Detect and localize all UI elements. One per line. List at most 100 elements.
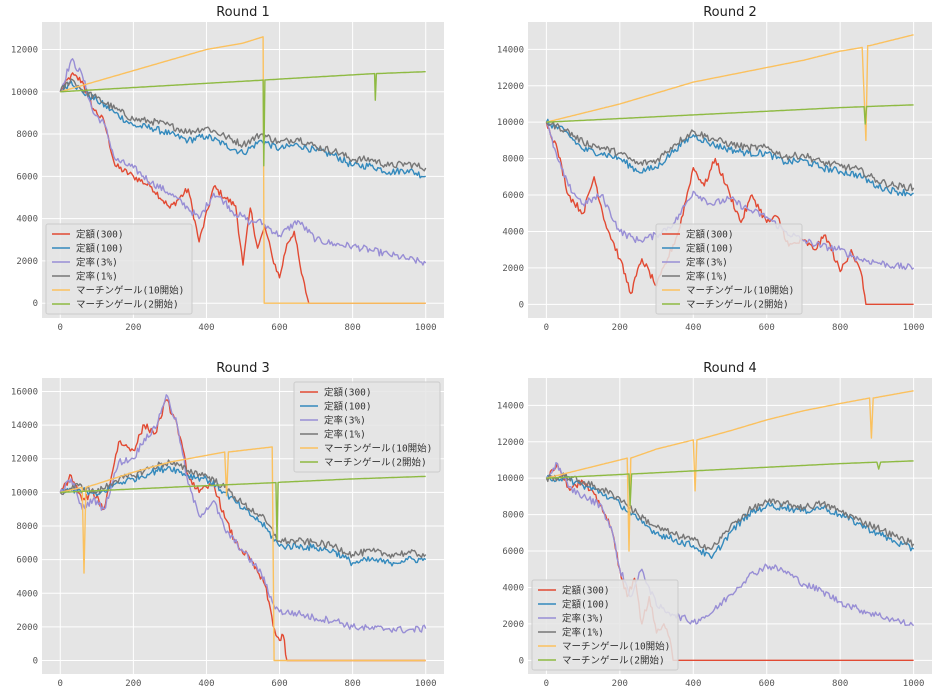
y-tick-label: 2000 bbox=[502, 620, 524, 630]
series-line-5 bbox=[60, 36, 426, 304]
legend-label: 定額(100) bbox=[562, 599, 610, 611]
series-line-4 bbox=[545, 472, 915, 551]
y-tick-label: 4000 bbox=[502, 227, 524, 237]
y-tick-label: 2000 bbox=[16, 257, 38, 267]
x-tick-label: 800 bbox=[832, 323, 848, 333]
x-tick-label: 200 bbox=[612, 323, 628, 333]
legend-label: 定率(1%) bbox=[324, 429, 366, 441]
y-tick-label: 8000 bbox=[16, 130, 38, 140]
series-line-3 bbox=[545, 121, 915, 271]
legend-label: 定率(3%) bbox=[76, 257, 118, 269]
x-tick-label: 600 bbox=[759, 323, 775, 333]
y-tick-label: 2000 bbox=[502, 264, 524, 274]
legend: 定額(300) 定額(100) 定率(3%) 定率(1%) マーチンゲール(10開始) マ… bbox=[45, 223, 193, 315]
y-tick-label: 10000 bbox=[11, 488, 38, 498]
legend-label: マーチンゲール(2開始) bbox=[324, 457, 427, 469]
x-tick-label: 600 bbox=[271, 679, 287, 689]
chart-panel-1: 0 200 400 600 800 100002000400060008000100001… bbox=[11, 5, 444, 333]
y-tick-label: 14000 bbox=[497, 401, 524, 411]
y-tick-label: 10000 bbox=[11, 88, 38, 98]
chart-panel-3: 0 200 400 600 800 100002000400060008000100001… bbox=[11, 361, 444, 689]
legend-box bbox=[45, 223, 193, 315]
legend-box bbox=[655, 223, 803, 315]
legend-label: 定額(300) bbox=[324, 387, 372, 399]
series-line-2 bbox=[545, 475, 915, 559]
y-tick-label: 12000 bbox=[497, 82, 524, 92]
x-tick-label: 0 bbox=[58, 679, 63, 689]
x-tick-label: 400 bbox=[198, 679, 214, 689]
series-line-4 bbox=[545, 121, 915, 192]
x-tick-label: 1000 bbox=[903, 323, 925, 333]
legend-label: 定額(300) bbox=[562, 585, 610, 597]
y-tick-label: 12000 bbox=[497, 438, 524, 448]
x-tick-label: 0 bbox=[544, 679, 549, 689]
y-tick-label: 0 bbox=[519, 656, 524, 666]
legend-label: 定額(300) bbox=[686, 229, 734, 241]
legend-label: 定額(100) bbox=[686, 243, 734, 255]
x-tick-label: 1000 bbox=[415, 323, 437, 333]
x-tick-label: 800 bbox=[832, 679, 848, 689]
series-line-5 bbox=[546, 390, 914, 552]
y-tick-label: 8000 bbox=[502, 155, 524, 165]
series-line-1 bbox=[545, 122, 914, 305]
legend-label: 定額(300) bbox=[76, 229, 124, 241]
series-line-3 bbox=[59, 394, 427, 634]
y-tick-label: 8000 bbox=[502, 511, 524, 521]
y-tick-label: 0 bbox=[519, 300, 524, 310]
series-line-5 bbox=[60, 446, 426, 662]
y-tick-label: 6000 bbox=[502, 547, 524, 557]
y-tick-label: 16000 bbox=[11, 387, 38, 397]
y-tick-label: 12000 bbox=[11, 455, 38, 465]
y-tick-label: 14000 bbox=[497, 45, 524, 55]
x-tick-label: 200 bbox=[125, 323, 141, 333]
legend-box bbox=[293, 381, 441, 473]
legend-label: 定率(3%) bbox=[686, 257, 728, 269]
series-line-6 bbox=[546, 104, 914, 125]
x-tick-label: 0 bbox=[544, 323, 549, 333]
x-tick-label: 1000 bbox=[903, 679, 925, 689]
y-tick-label: 12000 bbox=[11, 45, 38, 55]
x-tick-label: 1000 bbox=[415, 679, 437, 689]
y-tick-label: 4000 bbox=[16, 589, 38, 599]
x-tick-label: 0 bbox=[58, 323, 63, 333]
y-tick-label: 6000 bbox=[16, 172, 38, 182]
series-line-6 bbox=[60, 71, 426, 167]
x-tick-label: 200 bbox=[612, 679, 628, 689]
legend-label: マーチンゲール(2開始) bbox=[562, 655, 665, 667]
legend-label: マーチンゲール(2開始) bbox=[686, 299, 789, 311]
series-line-2 bbox=[545, 118, 914, 197]
chart-title: Round 2 bbox=[703, 5, 757, 20]
y-tick-label: 8000 bbox=[16, 522, 38, 532]
x-tick-label: 400 bbox=[685, 679, 701, 689]
legend-label: 定率(1%) bbox=[562, 627, 604, 639]
series-line-2 bbox=[59, 465, 427, 567]
legend-label: 定率(1%) bbox=[76, 271, 118, 283]
series-line-3 bbox=[59, 58, 427, 266]
x-tick-label: 600 bbox=[759, 679, 775, 689]
legend: 定額(300) 定額(100) 定率(3%) 定率(1%) マーチンゲール(10開始) マ… bbox=[655, 223, 803, 315]
y-tick-label: 2000 bbox=[16, 623, 38, 633]
chart-title: Round 3 bbox=[216, 361, 270, 376]
y-tick-label: 14000 bbox=[11, 421, 38, 431]
legend-label: マーチンゲール(10開始) bbox=[686, 285, 794, 297]
series-line-4 bbox=[59, 78, 427, 172]
y-tick-label: 4000 bbox=[16, 215, 38, 225]
legend-label: 定率(3%) bbox=[562, 613, 604, 625]
x-tick-label: 400 bbox=[198, 323, 214, 333]
chart-title: Round 1 bbox=[216, 5, 270, 20]
legend-label: マーチンゲール(10開始) bbox=[562, 641, 670, 653]
legend-label: 定額(100) bbox=[76, 243, 124, 255]
y-tick-label: 6000 bbox=[16, 556, 38, 566]
x-tick-label: 800 bbox=[345, 679, 361, 689]
legend-box bbox=[531, 579, 679, 671]
series-line-6 bbox=[546, 460, 914, 507]
y-tick-label: 0 bbox=[33, 299, 38, 309]
x-tick-label: 200 bbox=[125, 679, 141, 689]
series-line-6 bbox=[60, 475, 426, 541]
x-tick-label: 600 bbox=[271, 323, 287, 333]
series-line-1 bbox=[546, 462, 914, 661]
y-tick-label: 10000 bbox=[497, 474, 524, 484]
legend: 定額(300) 定額(100) 定率(3%) 定率(1%) マーチンゲール(10開始) マ… bbox=[293, 381, 441, 473]
x-tick-label: 800 bbox=[345, 323, 361, 333]
